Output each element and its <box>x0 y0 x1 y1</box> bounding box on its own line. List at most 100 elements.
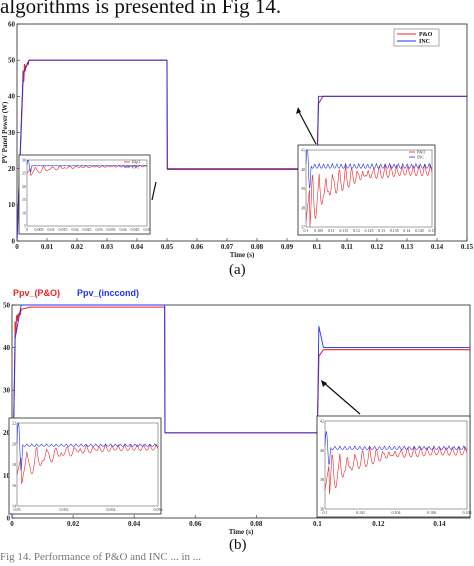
y-tick-label: 50 <box>3 301 11 309</box>
inset-x-tick-label: 0.11 <box>328 228 335 233</box>
inset-y-tick-label: 22 <box>12 421 16 426</box>
inset-x-tick-label: 0.1 <box>323 510 328 515</box>
inset-x-tick-label: 0.14 <box>403 228 410 233</box>
inset-x-tick-label: 0.056 <box>154 507 163 512</box>
inset-x-tick-label: 0.1 <box>304 228 309 233</box>
inset-plot-frame <box>16 422 159 507</box>
inset-plot-frame <box>324 420 468 510</box>
inset-a2: 37 38 39 40 41 0.1 0.105 0.11 0.115 0.12 0.125 0.13… <box>297 144 436 236</box>
inset-x-tick-label: 0.035 <box>107 227 116 232</box>
x-tick-label: 0.14 <box>433 520 446 528</box>
inset-y-tick-label: 25 <box>22 171 26 176</box>
x-tick-label: 0 <box>10 520 14 528</box>
inset-x-tick-label: 0.03 <box>96 227 103 232</box>
inset-y-tick-label: 38 <box>301 205 305 210</box>
y-tick-label: 40 <box>8 93 16 101</box>
inset-y-tick-label: 20 <box>22 184 26 189</box>
x-tick-label: 0.06 <box>191 243 204 251</box>
subfigure-label-b: (b) <box>229 537 247 553</box>
inset-series-inc <box>26 159 148 173</box>
inset-b1: 14 16 18 20 22 0.05 0.052 0.054 0.056 <box>8 417 163 515</box>
x-tick-label: 0.04 <box>131 243 144 251</box>
inset-x-tick-label: 0.108 <box>463 510 472 515</box>
inset-plot-frame <box>305 149 433 228</box>
legend-label-inc: Ppv_(inccond) <box>77 288 139 298</box>
inset-x-tick-label: 0.106 <box>427 510 436 515</box>
inset-frame <box>18 154 151 235</box>
inset-series-inc <box>324 431 468 465</box>
inset-series-inc <box>305 149 433 189</box>
x-tick-label: 0.08 <box>251 243 264 251</box>
y-tick-label: 20 <box>8 165 16 173</box>
caption-top: algorithms is presented in Fig 14. <box>0 0 282 18</box>
x-tick-label: 0.11 <box>341 243 353 251</box>
inset-x-tick-label: 0.01 <box>48 227 55 232</box>
y-tick-label: 20 <box>3 429 11 437</box>
x-tick-label: 0.07 <box>221 243 234 251</box>
y-tick-label: 30 <box>3 387 11 395</box>
inset-y-tick-label: 37 <box>301 225 305 230</box>
x-tick-label: 0.15 <box>461 243 474 251</box>
inset-y-tick-label: 5 <box>24 224 26 229</box>
x-tick-label: 0.06 <box>189 520 202 528</box>
legend-label-po: Ppv_(P&O) <box>13 288 60 298</box>
y-tick-label: 40 <box>3 344 11 352</box>
y-tick-label: 50 <box>8 57 16 65</box>
legend-box <box>393 28 440 47</box>
x-tick-label: 0 <box>15 243 19 251</box>
inset-y-tick-label: 38 <box>320 477 324 482</box>
y-tick-label: 0 <box>7 514 11 522</box>
x-tick-label: 0.02 <box>71 243 84 251</box>
y-axis-label: PV Panel Power (W) <box>1 101 9 163</box>
inset-x-tick-label: 0.145 <box>415 228 424 233</box>
legend-label-inc: INC <box>419 39 430 45</box>
x-tick-label: 0.14 <box>431 243 444 251</box>
x-tick-label: 0.05 <box>161 243 174 251</box>
inset-y-tick-label: 41 <box>301 148 305 153</box>
inset-frame <box>297 144 436 236</box>
inset-x-tick-label: 0.04 <box>120 227 127 232</box>
inset-y-tick-label: 16 <box>12 483 16 488</box>
x-axis-label: Time (s) <box>230 251 255 259</box>
zoom-arrow <box>297 109 317 145</box>
inset-x-tick-label: 0.02 <box>72 227 79 232</box>
subfigure-label-a: (a) <box>229 262 246 278</box>
inset-x-tick-label: 0.13 <box>378 228 385 233</box>
y-tick-label: 30 <box>8 129 16 137</box>
series-inc-line <box>11 304 470 519</box>
inset-x-tick-label: 0.115 <box>339 228 348 233</box>
inset-y-tick-label: 40 <box>320 448 324 453</box>
inset-y-tick-label: 40 <box>301 167 305 172</box>
inset-a1: 5 10 15 20 25 30 0 0.005 0.01 0.015 0.02 0.025 0.03 0… <box>18 154 151 235</box>
caption-bottom: Fig 14. Performance of P&O and INC ... i… <box>0 551 202 563</box>
inset-y-tick-label: 10 <box>22 210 26 215</box>
series-inc-line <box>16 59 467 242</box>
inset-x-tick-label: 0.054 <box>107 507 116 512</box>
inset-x-tick-label: 0.005 <box>35 227 44 232</box>
inset-legend-label-inc: INC <box>417 155 424 160</box>
inset-x-tick-label: 0.05 <box>144 227 151 232</box>
inset-x-tick-label: 0.15 <box>429 228 436 233</box>
zoom-arrowhead <box>296 107 301 114</box>
inset-y-tick-label: 42 <box>320 419 324 424</box>
inset-legend-label-po: P&O <box>132 160 140 165</box>
x-tick-label: 0.1 <box>313 520 322 528</box>
zoom-arrow <box>322 381 361 415</box>
inset-y-tick-label: 18 <box>12 462 16 467</box>
zoom-arrow <box>151 181 157 201</box>
inset-x-tick-label: 0.104 <box>392 510 401 515</box>
x-tick-label: 0.04 <box>128 520 141 528</box>
x-tick-label: 0.09 <box>281 243 294 251</box>
inset-y-tick-label: 39 <box>301 186 305 191</box>
inset-x-tick-label: 0.045 <box>131 227 140 232</box>
plot-frame <box>11 304 471 519</box>
inset-x-tick-label: 0.135 <box>390 228 399 233</box>
y-tick-label: 10 <box>8 201 16 209</box>
y-tick-label: 10 <box>3 472 11 480</box>
inset-x-tick-label: 0.05 <box>14 507 21 512</box>
inset-legend-label-inc: INC <box>132 165 139 170</box>
x-tick-label: 0.12 <box>371 243 384 251</box>
inset-x-tick-label: 0.125 <box>365 228 374 233</box>
